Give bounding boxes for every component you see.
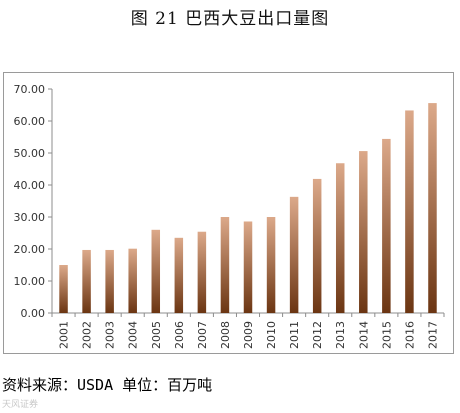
bar-2006: [174, 237, 184, 313]
bar-2003: [105, 249, 114, 313]
x-tick-label-2012: 2012: [311, 321, 324, 349]
x-axis: 2001 2002 2003 2004 2005 2006 2007 2008 2009 2010…: [51, 312, 445, 349]
x-tick-label-2015: 2015: [380, 321, 393, 349]
chart-title: 图 21 巴西大豆出口量图: [130, 9, 330, 29]
x-tick-label-2009: 2009: [242, 321, 255, 349]
x-tick-label-2014: 2014: [357, 321, 370, 349]
bar-series: [59, 103, 437, 313]
y-axis: 0.00 10.00 20.00 30.00 40.00 50.00 60.00 70.00: [14, 83, 53, 320]
bar-2013: [335, 163, 345, 313]
x-tick-label-2017: 2017: [426, 321, 439, 349]
x-tick-label-2016: 2016: [403, 321, 416, 349]
watermark-logo: 天风证券: [2, 400, 39, 410]
bar-2014: [359, 151, 368, 313]
x-tick-label-2006: 2006: [173, 321, 186, 349]
y-tick-label: 40.00: [14, 179, 46, 192]
bar-2017: [428, 103, 437, 313]
bar-2011: [289, 196, 299, 313]
bar-2012: [312, 178, 322, 313]
bar-2009: [243, 221, 253, 313]
x-tick-label-2013: 2013: [334, 321, 347, 349]
bar-2015: [382, 138, 391, 313]
x-tick-label-2002: 2002: [81, 321, 94, 349]
bar-2001: [59, 265, 68, 313]
x-tick-label-2008: 2008: [219, 321, 232, 349]
bar-2007: [197, 231, 207, 313]
bar-2008: [220, 217, 230, 313]
source-note: 资料来源：USDA 单位：百万吨: [2, 376, 213, 394]
bar-2002: [82, 249, 91, 313]
bar-2004: [128, 248, 137, 313]
x-tick-label-2004: 2004: [127, 321, 140, 349]
x-tick-label-2010: 2010: [265, 321, 278, 349]
y-tick-label: 0.00: [21, 307, 46, 320]
x-tick-label-2003: 2003: [104, 321, 117, 349]
y-tick-label: 50.00: [14, 147, 46, 160]
x-tick-label-2011: 2011: [288, 321, 301, 349]
y-tick-label: 70.00: [14, 83, 46, 96]
x-tick-label-2005: 2005: [150, 321, 163, 349]
y-tick-label: 10.00: [14, 275, 46, 288]
x-tick-label-2007: 2007: [196, 321, 209, 349]
y-tick-label: 60.00: [14, 115, 46, 128]
bar-2005: [151, 229, 161, 313]
y-tick-label: 20.00: [14, 243, 46, 256]
x-tick-label-2001: 2001: [58, 321, 71, 349]
bar-2010: [266, 217, 276, 313]
bar-2016: [405, 110, 414, 313]
y-tick-label: 30.00: [14, 211, 46, 224]
